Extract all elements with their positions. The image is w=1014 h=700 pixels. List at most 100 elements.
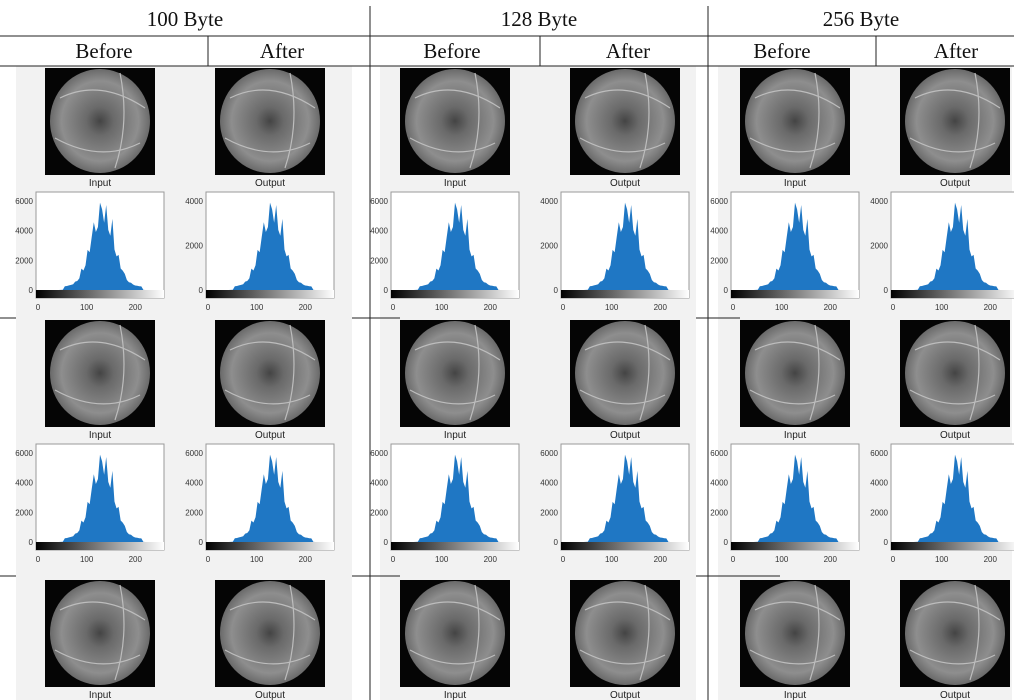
y-tick-label: 6000 [710, 197, 728, 206]
y-tick-label: 0 [554, 286, 559, 295]
retina-fundus [50, 321, 150, 425]
x-tick-label: 100 [250, 303, 264, 312]
gray-bar [36, 542, 164, 550]
histogram-bars [393, 454, 517, 542]
panel-caption: Input [444, 430, 466, 441]
y-tick-label: 4000 [710, 479, 728, 488]
y-tick-label: 0 [199, 286, 204, 295]
y-tick-label: 0 [884, 538, 889, 547]
gray-bar [561, 290, 689, 298]
x-tick-label: 0 [731, 303, 736, 312]
y-tick-label: 2000 [370, 508, 388, 517]
y-tick-label: 2000 [870, 508, 888, 517]
x-tick-label: 0 [561, 303, 566, 312]
y-tick-label: 2000 [15, 508, 33, 517]
column-header: Before [753, 39, 810, 63]
x-tick-label: 0 [391, 303, 396, 312]
retina-vessels [54, 584, 146, 681]
y-tick-label: 2000 [540, 242, 558, 251]
y-tick-label: 0 [29, 286, 34, 295]
gray-bar [731, 290, 859, 298]
retina-vessels [224, 324, 316, 421]
retina-fundus [905, 581, 1005, 685]
gray-bar [561, 542, 689, 550]
x-tick-label: 100 [935, 303, 949, 312]
y-tick-label: 6000 [185, 449, 203, 458]
retina-fundus [905, 69, 1005, 173]
column-header: Before [423, 39, 480, 63]
gray-bar [731, 542, 859, 550]
y-tick-label: 4000 [15, 479, 33, 488]
x-tick-label: 200 [129, 555, 143, 564]
gray-bar [891, 542, 1014, 550]
x-tick-label: 0 [206, 555, 211, 564]
retina-fundus [405, 581, 505, 685]
y-tick-label: 0 [384, 286, 389, 295]
panel-caption: Output [940, 430, 970, 441]
histogram-bars [208, 454, 332, 542]
y-tick-label: 0 [884, 286, 889, 295]
y-tick-label: 0 [199, 538, 204, 547]
column-header: Before [75, 39, 132, 63]
retina-fundus [745, 69, 845, 173]
histogram-bars [893, 454, 1014, 542]
y-tick-label: 2000 [185, 242, 203, 251]
x-tick-label: 200 [299, 555, 313, 564]
content: 100 Byte 128 Byte 256 Byte Before After Befor… [15, 7, 1014, 700]
y-tick-label: 2000 [710, 508, 728, 517]
retina-vessels [909, 584, 1001, 681]
x-tick-label: 0 [391, 555, 396, 564]
gray-bar [206, 542, 334, 550]
x-tick-label: 0 [891, 303, 896, 312]
x-tick-label: 200 [484, 555, 498, 564]
y-tick-label: 2000 [370, 256, 388, 265]
x-tick-label: 200 [484, 303, 498, 312]
panel-caption: Input [784, 178, 806, 189]
panel-caption: Input [784, 690, 806, 700]
panel-caption: Input [784, 430, 806, 441]
retina-fundus [405, 321, 505, 425]
x-tick-label: 0 [731, 555, 736, 564]
y-tick-label: 4000 [870, 197, 888, 206]
retina-vessels [579, 584, 671, 681]
retina-vessels [54, 72, 146, 169]
x-tick-label: 200 [824, 555, 838, 564]
y-tick-label: 6000 [540, 449, 558, 458]
gray-bar [206, 290, 334, 298]
y-tick-label: 6000 [870, 449, 888, 458]
retina-fundus [50, 69, 150, 173]
y-tick-label: 4000 [710, 227, 728, 236]
y-tick-label: 2000 [870, 242, 888, 251]
histogram-bars [893, 202, 1014, 290]
x-tick-label: 0 [206, 303, 211, 312]
histogram-bars [563, 202, 687, 290]
histogram-bars [733, 454, 857, 542]
x-tick-label: 200 [129, 303, 143, 312]
histogram-bars [563, 454, 687, 542]
histogram-bars [208, 202, 332, 290]
gray-bar [36, 290, 164, 298]
retina-vessels [224, 72, 316, 169]
y-tick-label: 4000 [370, 479, 388, 488]
x-tick-label: 0 [36, 555, 41, 564]
y-tick-label: 4000 [185, 479, 203, 488]
column-header: After [606, 39, 650, 63]
y-tick-label: 6000 [15, 449, 33, 458]
x-tick-label: 100 [605, 555, 619, 564]
histogram-bars [38, 202, 162, 290]
retina-vessels [409, 72, 501, 169]
x-tick-label: 100 [775, 555, 789, 564]
retina-vessels [579, 324, 671, 421]
retina-vessels [909, 324, 1001, 421]
panel-caption: Output [255, 690, 285, 700]
gray-bar [391, 542, 519, 550]
y-tick-label: 0 [724, 286, 729, 295]
y-tick-label: 6000 [710, 449, 728, 458]
y-tick-label: 0 [724, 538, 729, 547]
y-tick-label: 4000 [185, 197, 203, 206]
x-tick-label: 100 [250, 555, 264, 564]
y-tick-label: 2000 [185, 508, 203, 517]
panel-caption: Output [255, 178, 285, 189]
